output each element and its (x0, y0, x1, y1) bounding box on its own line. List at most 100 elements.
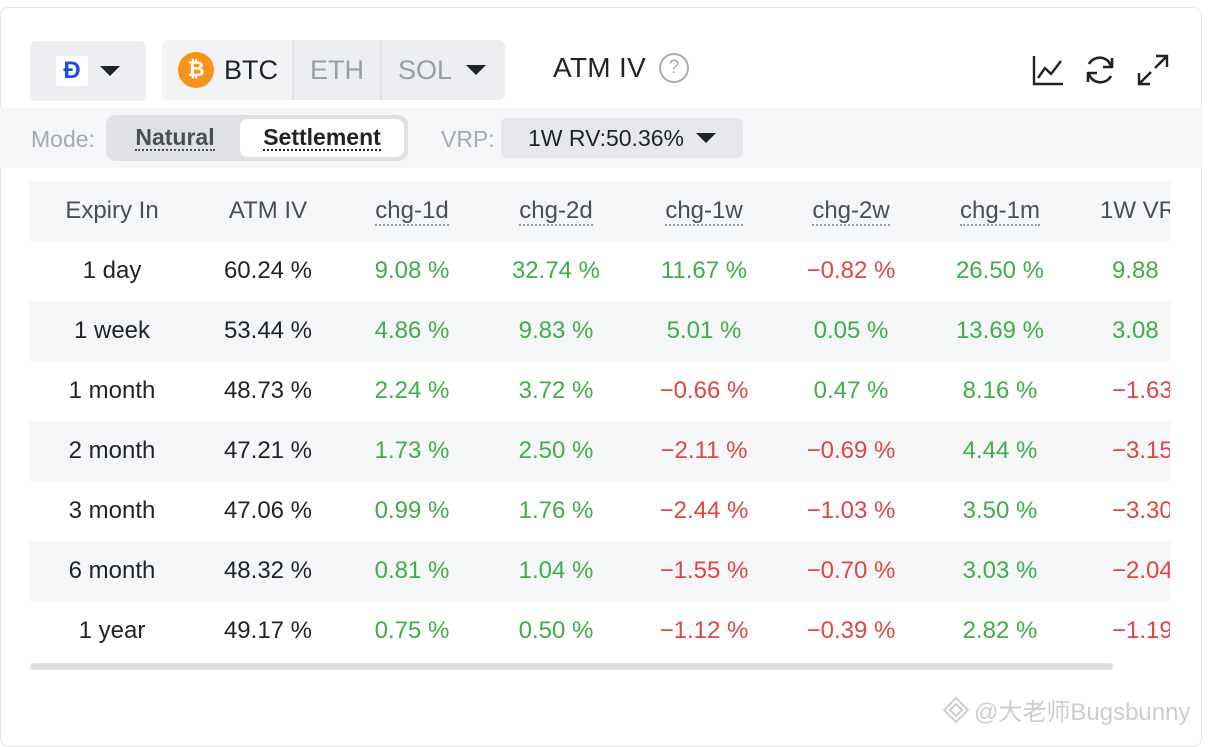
cell-chg-2d: 32.74 % (511, 257, 601, 284)
vrp-dropdown[interactable]: 1W RV:50.36% (501, 118, 743, 158)
cell-chg-1w: −2.11 % (630, 421, 778, 481)
cell-chg-1m: 8.16 % (962, 377, 1038, 404)
column-header-chg-1m[interactable]: chg-1m (924, 181, 1076, 241)
cell-atm-iv: 60.24 % (223, 257, 313, 284)
exchange-selector[interactable]: Ɖ (30, 41, 146, 101)
mode-toggle: Natural Settlement (106, 115, 408, 161)
chevron-down-icon (466, 65, 487, 75)
cell-chg-1w: 5.01 % (630, 301, 778, 361)
vrp-value: 1W RV:50.36% (528, 124, 684, 151)
cell-chg-1d: 0.99 % (374, 497, 450, 524)
coin-label-btc: BTC (224, 54, 278, 85)
cell-chg-1m: 2.82 % (962, 617, 1038, 644)
cell-chg-2w: −0.39 % (806, 617, 896, 644)
cell-chg-1w: −0.66 % (659, 377, 749, 404)
cell-chg-2d: 2.50 % (482, 421, 630, 481)
table-row: 1 year 49.17 % 0.75 % 0.50 % −1.12 % −0.39 % 2… (30, 601, 1170, 661)
vrp-label: VRP: (441, 126, 495, 152)
table-row: 6 month 48.32 % 0.81 % 1.04 % −1.55 % −0.70 %… (30, 541, 1170, 601)
cell-1w-vrp: −2.04 (1076, 541, 1170, 601)
table-row: 1 month 48.73 % 2.24 % 3.72 % −0.66 % 0.47 % 8… (30, 361, 1170, 421)
cell-1w-vrp: −1.19 (1112, 617, 1170, 644)
cell-expiry: 1 week (30, 301, 194, 361)
cell-1w-vrp: −3.15 (1076, 421, 1170, 481)
cell-atm-iv: 48.32 % (194, 541, 342, 601)
iv-table: Expiry In ATM IV chg-1d chg-2d chg-1w ch… (30, 181, 1170, 661)
cell-expiry: 2 month (30, 421, 194, 481)
cell-atm-iv: 47.21 % (194, 421, 342, 481)
cell-1w-vrp: 3.08 (1076, 301, 1170, 361)
line-chart-icon[interactable] (1031, 53, 1065, 87)
chevron-down-icon (695, 133, 716, 143)
cell-chg-2d: 3.72 % (518, 377, 594, 404)
cell-expiry: 1 day (82, 257, 142, 284)
cell-chg-2w: −1.03 % (806, 497, 896, 524)
bitcoin-icon: ₿ (178, 52, 214, 88)
coin-selector: ₿ BTC ETH SOL (162, 40, 505, 100)
cell-chg-1m: 3.03 % (924, 541, 1076, 601)
cell-chg-1d: 1.73 % (342, 421, 482, 481)
column-header-chg-1w[interactable]: chg-1w (630, 181, 778, 241)
cell-chg-2w: −0.69 % (778, 421, 924, 481)
cell-chg-2w: −0.70 % (778, 541, 924, 601)
cell-chg-2w: 0.47 % (813, 377, 889, 404)
cell-chg-1d: 2.24 % (374, 377, 450, 404)
cell-chg-1m: 3.50 % (962, 497, 1038, 524)
page-title: ATM IV (553, 52, 647, 83)
table-row: 1 week 53.44 % 4.86 % 9.83 % 5.01 % 0.05 % 13.… (30, 301, 1170, 361)
column-header-chg-2w[interactable]: chg-2w (778, 181, 924, 241)
cell-chg-2w: −0.82 % (806, 257, 896, 284)
column-header-atm-iv: ATM IV (194, 181, 342, 241)
chevron-down-icon (100, 66, 120, 76)
cell-chg-2d: 0.50 % (518, 617, 594, 644)
mode-settlement-button[interactable]: Settlement (240, 119, 404, 157)
cell-atm-iv: 48.73 % (223, 377, 313, 404)
watermark: @大老师Bugsbunny (942, 692, 1190, 727)
cell-1w-vrp: −3.30 (1112, 497, 1170, 524)
cell-chg-1d: 0.75 % (374, 617, 450, 644)
table-header-row: Expiry In ATM IV chg-1d chg-2d chg-1w ch… (30, 181, 1170, 241)
exchange-logo-icon: Ɖ (56, 56, 88, 86)
column-header-1w-vrp: 1W VRP (1076, 181, 1170, 241)
cell-chg-1w: −1.12 % (659, 617, 749, 644)
cell-expiry: 6 month (30, 541, 194, 601)
mode-natural-button[interactable]: Natural (110, 119, 240, 157)
column-header-expiry: Expiry In (30, 181, 194, 241)
column-header-chg-1d[interactable]: chg-1d (342, 181, 482, 241)
mode-label: Mode: (31, 126, 95, 152)
table-row: 1 day 60.24 % 9.08 % 32.74 % 11.67 % −0.82 % 2… (30, 241, 1170, 301)
cell-chg-1m: 26.50 % (955, 257, 1045, 284)
watermark-text: @大老师Bugsbunny (974, 699, 1191, 726)
cell-expiry: 1 year (78, 617, 146, 644)
cell-chg-1d: 9.08 % (374, 257, 450, 284)
coin-button-btc[interactable]: ₿ BTC (162, 40, 294, 100)
iv-table-container[interactable]: Expiry In ATM IV chg-1d chg-2d chg-1w ch… (30, 181, 1170, 661)
coin-label-eth: ETH (310, 54, 364, 85)
help-icon[interactable]: ? (659, 53, 689, 83)
column-header-chg-2d[interactable]: chg-2d (482, 181, 630, 241)
cell-atm-iv: 47.06 % (223, 497, 313, 524)
coin-button-eth[interactable]: ETH (294, 40, 382, 100)
cell-chg-1w: 11.67 % (660, 257, 748, 284)
horizontal-scrollbar[interactable] (30, 663, 1113, 670)
cell-1w-vrp: 9.88 (1112, 257, 1159, 284)
expand-icon[interactable] (1136, 53, 1170, 87)
refresh-icon[interactable] (1083, 53, 1117, 87)
cell-chg-1w: −2.44 % (659, 497, 749, 524)
cell-chg-1m: 4.44 % (924, 421, 1076, 481)
mode-natural-label: Natural (135, 124, 215, 151)
table-row: 2 month 47.21 % 1.73 % 2.50 % −2.11 % −0.69 %… (30, 421, 1170, 481)
cell-1w-vrp: −1.63 (1112, 377, 1170, 404)
cell-expiry: 3 month (68, 497, 156, 524)
cell-chg-2d: 9.83 % (482, 301, 630, 361)
cell-chg-2w: 0.05 % (778, 301, 924, 361)
cell-chg-1d: 4.86 % (342, 301, 482, 361)
cell-chg-1m: 13.69 % (924, 301, 1076, 361)
cell-atm-iv: 53.44 % (194, 301, 342, 361)
cell-expiry: 1 month (68, 377, 156, 404)
cell-chg-1d: 0.81 % (342, 541, 482, 601)
coin-label-sol: SOL (398, 54, 453, 85)
cell-chg-2d: 1.04 % (482, 541, 630, 601)
cell-atm-iv: 49.17 % (223, 617, 313, 644)
coin-dropdown-sol[interactable]: SOL (382, 40, 487, 100)
